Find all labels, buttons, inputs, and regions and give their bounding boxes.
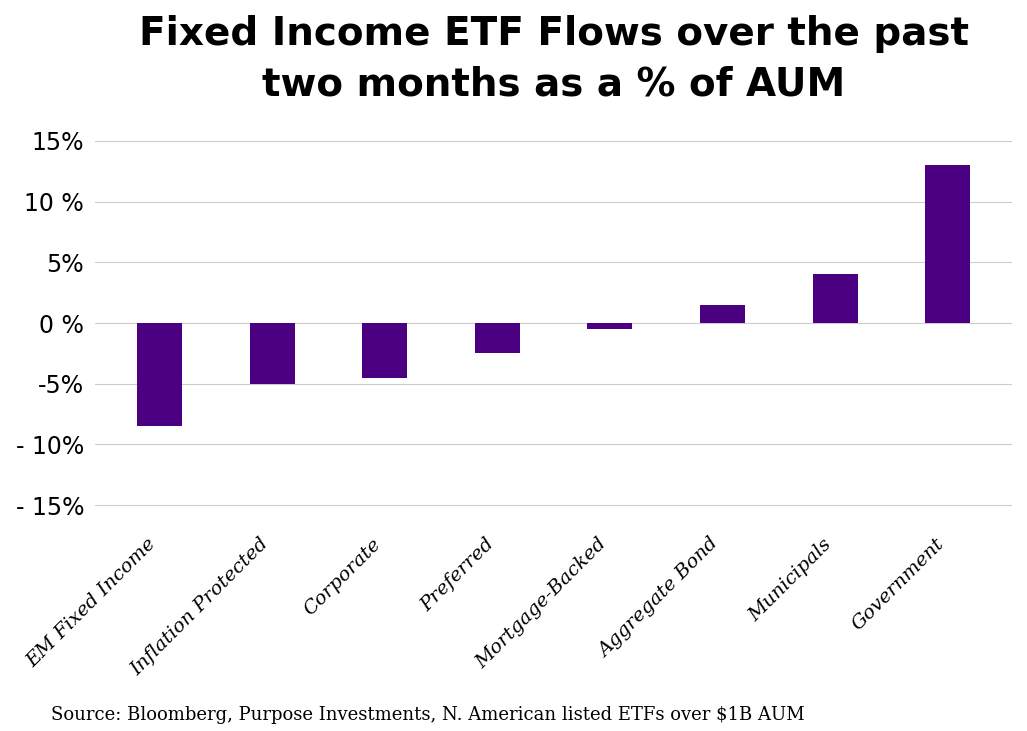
Title: Fixed Income ETF Flows over the past
two months as a % of AUM: Fixed Income ETF Flows over the past two… <box>139 15 968 103</box>
Bar <box>700 305 746 323</box>
Bar <box>474 323 520 353</box>
Text: Source: Bloomberg, Purpose Investments, N. American listed ETFs over $1B AUM: Source: Bloomberg, Purpose Investments, … <box>51 705 805 724</box>
Bar <box>137 323 182 426</box>
Bar <box>812 275 858 323</box>
Bar <box>925 165 971 323</box>
Bar <box>587 323 633 329</box>
Bar <box>363 323 408 378</box>
Bar <box>250 323 295 384</box>
